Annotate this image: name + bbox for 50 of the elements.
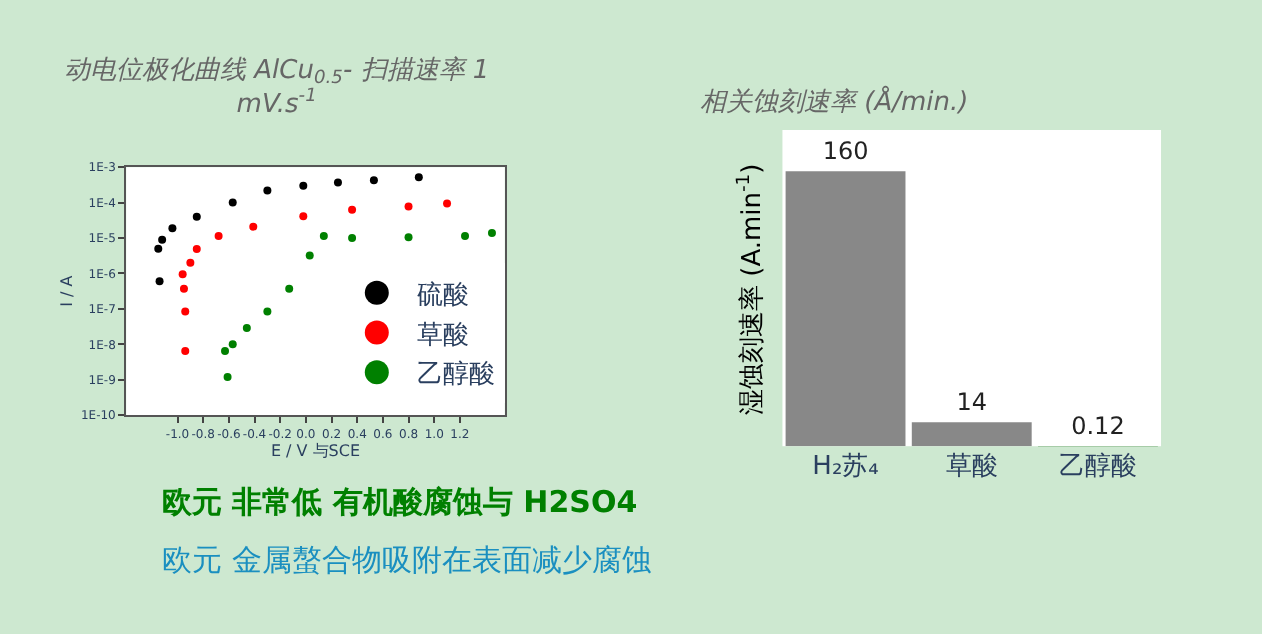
point	[404, 202, 413, 211]
point	[333, 178, 342, 187]
point	[443, 199, 452, 208]
point	[299, 212, 308, 221]
point	[178, 270, 187, 279]
point	[369, 176, 378, 185]
point	[348, 205, 357, 214]
point	[319, 231, 328, 240]
legend-label: 乙醇酸	[416, 360, 495, 391]
point	[223, 372, 232, 381]
legend-label: 硫酸	[416, 280, 469, 311]
point	[487, 228, 496, 237]
point	[179, 284, 188, 293]
data-label: 0.12	[1071, 412, 1125, 440]
point	[305, 251, 314, 260]
data-label: 14	[956, 388, 988, 417]
x-axis-title: E / V 与SCE	[270, 441, 361, 460]
point	[192, 212, 201, 221]
point	[228, 340, 237, 349]
chart-title: 动电位极化曲线 AlCu$_{0.5}$- 扫描速率 1 mV.s$^{-1}$	[64, 56, 490, 120]
point	[214, 231, 223, 240]
point	[181, 346, 190, 355]
x-tick-label: H₂苏₄	[812, 452, 879, 483]
point	[461, 231, 470, 240]
chart-title: 相关蚀刻速率 (Å/min.)	[700, 84, 969, 118]
point	[285, 284, 294, 293]
point	[181, 307, 190, 316]
point	[242, 323, 251, 332]
point	[154, 244, 163, 253]
point	[263, 307, 272, 316]
point	[249, 222, 258, 231]
point	[299, 181, 308, 190]
point	[155, 277, 164, 286]
text: 欧元 非常低 有机酸腐蚀与 H2SO4	[162, 484, 638, 520]
point	[263, 186, 272, 195]
point	[404, 233, 413, 242]
y-axis-title: I / A	[58, 274, 77, 307]
point	[158, 235, 167, 244]
x-tick-label: 乙醇酸	[1058, 452, 1137, 483]
point	[186, 258, 195, 267]
data-label: 160	[822, 137, 869, 166]
x-tick-label: 草酸	[945, 452, 998, 483]
point	[414, 173, 423, 182]
text: 欧元 金属螯合物吸附在表面减少腐蚀	[162, 542, 652, 578]
point	[228, 198, 237, 207]
legend-label: 草酸	[416, 320, 469, 351]
point	[348, 234, 357, 243]
point	[221, 346, 230, 355]
point	[168, 224, 177, 233]
point	[192, 245, 201, 254]
